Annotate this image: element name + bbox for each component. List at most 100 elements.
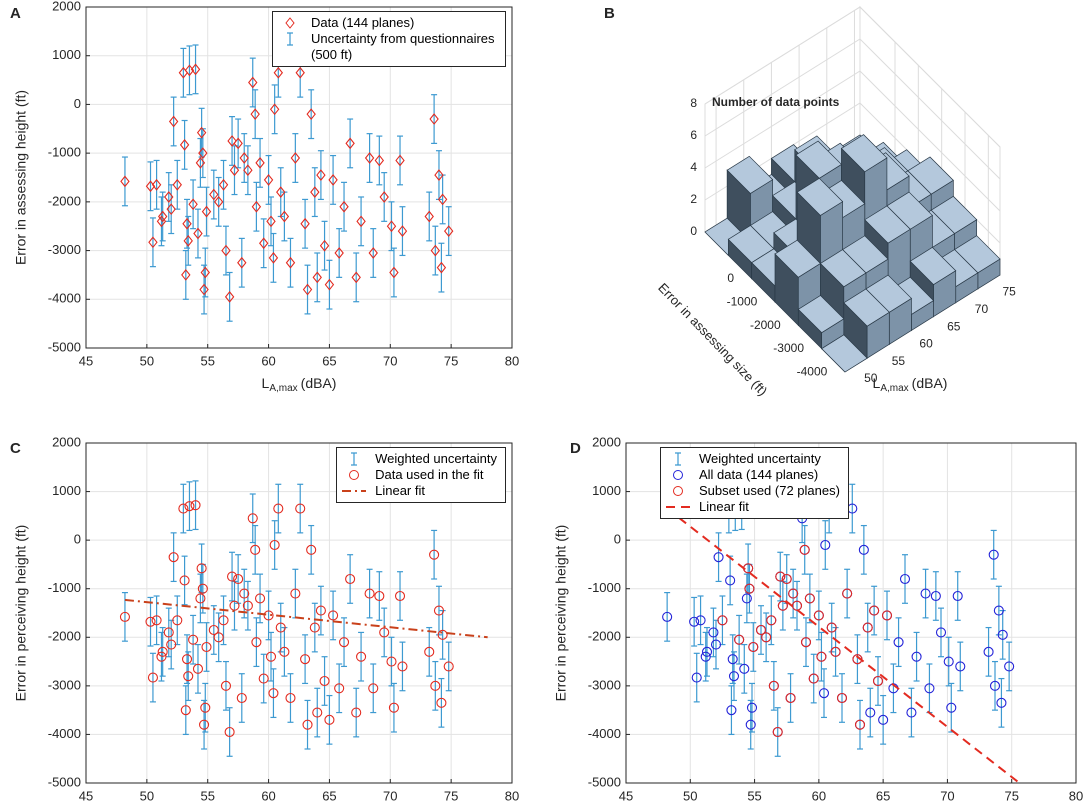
data-point (263, 174, 274, 186)
data-point (172, 178, 182, 191)
data-point (233, 573, 244, 585)
error-bar (736, 614, 743, 665)
legend-entry: Weighted uncertainty (341, 451, 497, 467)
error-bar (890, 663, 897, 714)
data-point (781, 573, 792, 585)
error-bar (867, 687, 874, 738)
data-point (199, 283, 209, 296)
error-bar (220, 159, 227, 210)
data-point (157, 646, 168, 657)
error-bar (215, 176, 222, 227)
legend-glyph (675, 452, 681, 466)
legend-label: Weighted uncertainty (699, 451, 821, 466)
error-bar (1006, 641, 1013, 692)
error-bar (902, 554, 908, 604)
legend-label: All data (144 planes) (699, 467, 819, 482)
error-bar (390, 247, 397, 298)
error-bar (226, 707, 233, 757)
y-tick-label: -4000 (48, 726, 81, 741)
data-point (168, 552, 179, 563)
legend-glyph (673, 486, 683, 496)
data-point (761, 632, 772, 643)
z-tick-label: 4 (690, 160, 697, 174)
error-bar (185, 651, 192, 702)
data-point (220, 680, 232, 691)
y-tick-label: -2000 (48, 629, 81, 644)
error-bar (445, 206, 452, 257)
data-point (429, 113, 439, 125)
error-bar (691, 596, 698, 647)
data-point (700, 651, 711, 662)
data-point (309, 622, 320, 633)
error-bar (932, 571, 939, 621)
data-point (434, 169, 444, 181)
error-bar (180, 47, 187, 98)
data-point (858, 544, 869, 555)
error-bar (308, 524, 315, 575)
data-point (364, 588, 375, 599)
error-bar (304, 264, 311, 315)
error-bar (435, 585, 442, 636)
error-bar (260, 653, 267, 704)
data-point (183, 234, 193, 247)
x-tick-label: 75 (444, 788, 458, 803)
data-point (328, 174, 338, 186)
legend-entry: Uncertainty from questionnaires (500 ft) (277, 31, 497, 63)
y-tick-label: -2000 (588, 629, 621, 644)
error-bar (330, 590, 337, 641)
data-point (319, 675, 330, 687)
data-point (316, 169, 326, 181)
data-point (218, 615, 229, 626)
data-point (201, 641, 212, 653)
data-point (151, 178, 162, 191)
x-tick-label: 60 (812, 788, 826, 803)
bar-top (821, 334, 868, 373)
data-point (119, 611, 130, 622)
data-point (233, 137, 243, 150)
error-bar (715, 532, 722, 583)
data-point (739, 663, 750, 674)
data-point (368, 247, 378, 259)
data-point (379, 191, 389, 203)
y-axis-label: Error in perceiving height (ft) (13, 525, 29, 702)
x-tick-label: 70 (975, 302, 989, 316)
data-point (394, 590, 406, 602)
data-point (268, 251, 279, 264)
data-point (197, 583, 208, 594)
x-tick-label: 60 (919, 337, 933, 351)
error-bar (277, 602, 284, 653)
y-tick-label: 2000 (52, 0, 81, 13)
data-point (775, 571, 786, 582)
data-point (430, 680, 441, 691)
error-bar (431, 94, 438, 144)
data-point (324, 278, 335, 291)
error-bar (314, 687, 321, 738)
x-axis-label: LA,max (dBA) (262, 375, 337, 394)
data-point (374, 154, 385, 167)
data-point (437, 193, 448, 206)
data-point (250, 108, 260, 121)
error-bar (244, 580, 251, 631)
error-bar (999, 609, 1006, 660)
data-point (364, 152, 375, 164)
legend-symbol (675, 452, 681, 466)
error-bar (922, 568, 929, 619)
data-point (983, 646, 994, 657)
x-label-sub: A,max (880, 383, 908, 394)
data-point (269, 539, 280, 551)
data-point (151, 615, 162, 626)
data-point (224, 290, 235, 303)
error-bar (439, 609, 446, 660)
error-bar (241, 133, 248, 183)
x-tick-label: 45 (79, 788, 93, 803)
x-label-main: L (873, 375, 881, 391)
y-tick-label: 1000 (52, 47, 81, 62)
data-point (164, 191, 174, 203)
data-point (334, 683, 345, 694)
y-tick-label: -3000 (773, 341, 804, 355)
data-point (285, 256, 296, 269)
data-point (195, 157, 206, 169)
error-bar (326, 259, 333, 310)
y-tick-label: -5000 (48, 339, 81, 354)
data-point (255, 157, 265, 169)
